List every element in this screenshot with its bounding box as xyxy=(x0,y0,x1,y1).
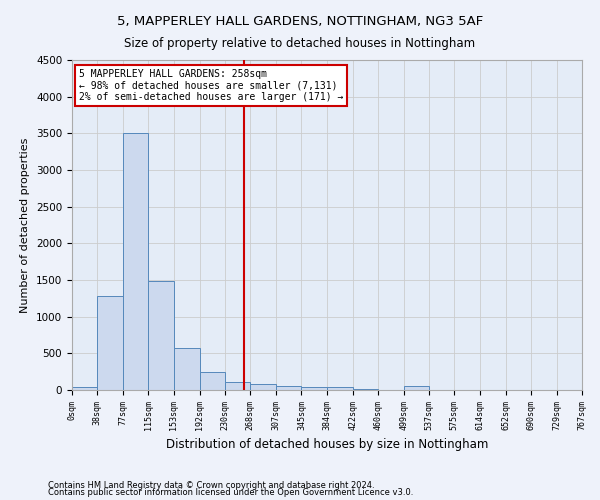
Bar xyxy=(225,382,250,390)
Bar xyxy=(301,386,328,390)
Text: Contains public sector information licensed under the Open Government Licence v3: Contains public sector information licen… xyxy=(48,488,413,497)
Bar xyxy=(276,386,301,390)
Y-axis label: Number of detached properties: Number of detached properties xyxy=(20,138,31,312)
Text: 5, MAPPERLEY HALL GARDENS, NOTTINGHAM, NG3 5AF: 5, MAPPERLEY HALL GARDENS, NOTTINGHAM, N… xyxy=(117,15,483,28)
Bar xyxy=(148,282,174,390)
Bar xyxy=(97,296,123,390)
Bar xyxy=(200,372,225,390)
Text: 5 MAPPERLEY HALL GARDENS: 258sqm
← 98% of detached houses are smaller (7,131)
2%: 5 MAPPERLEY HALL GARDENS: 258sqm ← 98% o… xyxy=(79,69,343,102)
Bar xyxy=(250,384,276,390)
Bar xyxy=(174,348,200,390)
X-axis label: Distribution of detached houses by size in Nottingham: Distribution of detached houses by size … xyxy=(166,438,488,451)
Bar xyxy=(328,388,353,390)
Bar xyxy=(123,134,148,390)
Text: Contains HM Land Registry data © Crown copyright and database right 2024.: Contains HM Land Registry data © Crown c… xyxy=(48,480,374,490)
Text: Size of property relative to detached houses in Nottingham: Size of property relative to detached ho… xyxy=(124,38,476,51)
Bar xyxy=(404,386,429,390)
Bar xyxy=(72,388,97,390)
